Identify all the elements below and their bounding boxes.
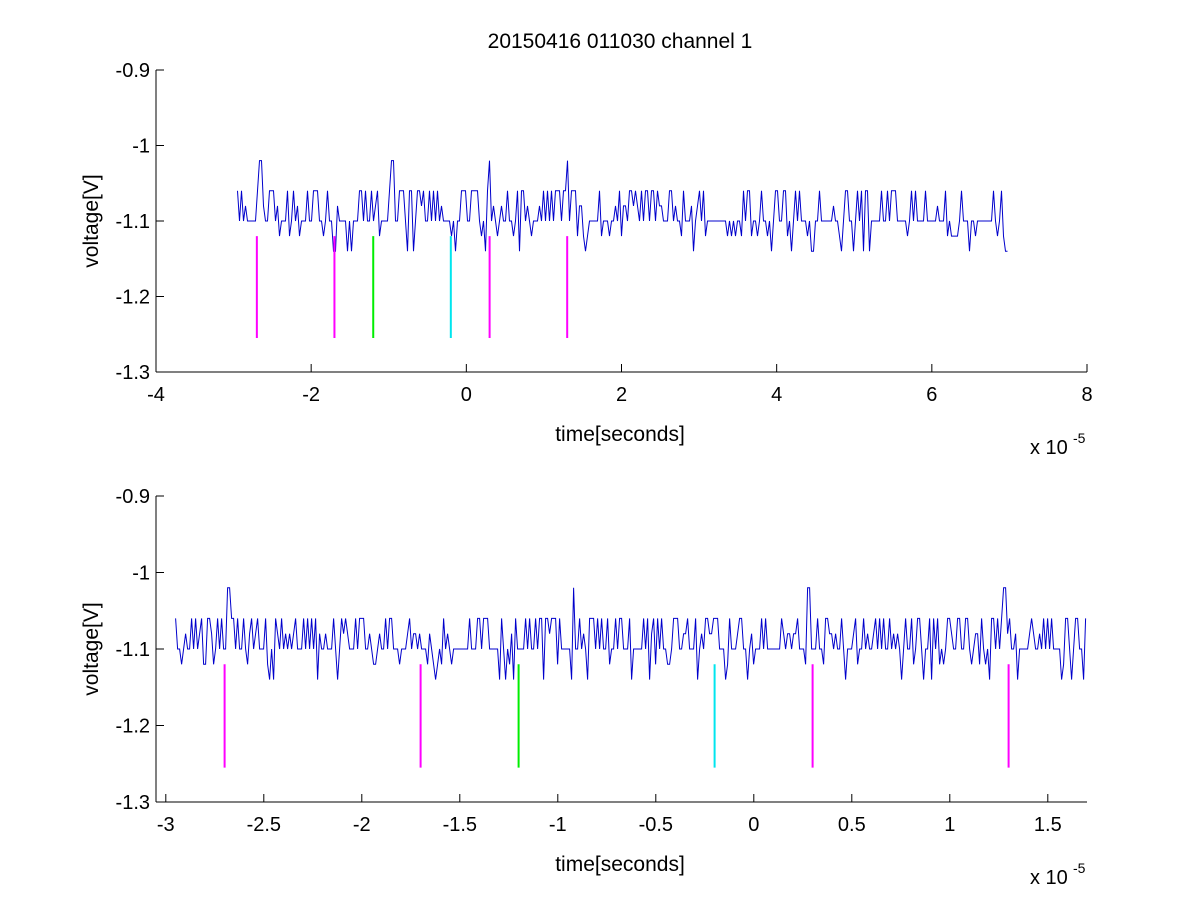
x-tick-label: -2 [353,814,371,836]
x-tick-label: 0.5 [838,814,866,836]
x-tick-label: -3 [157,814,175,836]
x-tick-label: 4 [771,384,782,406]
x-tick-label: -1.5 [443,814,477,836]
figure-title: 20150416 011030 channel 1 [488,30,753,53]
y-axis-label: voltage[V] [80,602,103,695]
x-tick-label: 0 [461,384,472,406]
x-axis-label: time[seconds] [555,423,685,446]
x-tick-label: 6 [926,384,937,406]
x-multiplier-exponent: -5 [1073,430,1086,446]
x-tick-label: -2.5 [247,814,281,836]
y-tick-label: -1.3 [116,362,150,384]
x-tick-label: 0 [748,814,759,836]
x-axis-label: time[seconds] [555,853,685,876]
x-multiplier-label: x 10 [1030,437,1068,459]
y-tick-label: -1 [132,563,150,585]
y-tick-label: -0.9 [116,486,150,508]
x-tick-label: 1.5 [1034,814,1062,836]
y-tick-label: -1.1 [116,211,150,233]
y-tick-label: -1.3 [116,792,150,814]
y-tick-label: -1.2 [116,287,150,309]
y-tick-label: -1.1 [116,639,150,661]
x-tick-label: 1 [944,814,955,836]
x-tick-label: -0.5 [639,814,673,836]
x-tick-label: -4 [147,384,165,406]
y-tick-label: -0.9 [116,60,150,82]
bottom-subplot: -3 -2.5 -2 -1.5 -1 -0.5 0 0.5 1 1.5 -1.3 -1.2 -1.1 -1… [80,486,1087,889]
x-tick-label: -2 [302,384,320,406]
signal-trace [175,587,1087,680]
signal-trace [237,160,1008,252]
y-tick-label: -1.2 [116,716,150,738]
x-tick-label: 8 [1081,384,1092,406]
top-subplot: -4 -2 0 2 4 6 8 -1.3 -1.2 -1.1 -1 -0.9 time[seconds]… [80,60,1093,459]
x-multiplier-label: x 10 [1030,867,1068,889]
x-tick-label: -1 [549,814,567,836]
y-tick-label: -1 [132,136,150,158]
y-axis-label: voltage[V] [80,174,103,267]
x-tick-label: 2 [616,384,627,406]
x-multiplier-exponent: -5 [1073,860,1086,876]
